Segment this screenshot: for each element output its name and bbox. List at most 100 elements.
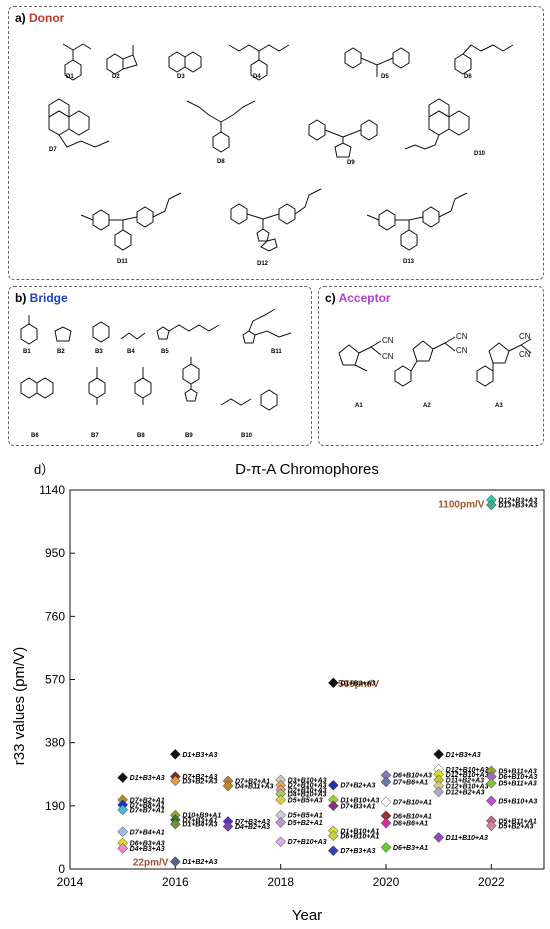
data-point-label: D2+B10+A3 [288,787,327,794]
donor-label: D12 [257,261,269,267]
data-point-label: D7+B10+A1 [393,799,432,806]
data-point-marker [169,748,181,760]
data-point-marker [117,804,129,816]
x-tick-label: 2018 [267,875,294,889]
data-point-label: D1+B2+A3 [182,859,217,866]
data-point-label: D4+B10+A3 [288,791,327,798]
value-annotation: 22pm/V [133,858,169,869]
data-point-marker [275,817,287,828]
acceptor-structures: CN CN CN CN CN CN [338,332,532,387]
data-point-marker [275,836,287,848]
data-point-marker [380,842,392,853]
svg-text:CN: CN [382,336,394,345]
bridge-label: B3 [95,349,103,355]
axes: 2014 2016 2018 2020 2022 0 190 380 570 760 950 1140 [39,483,505,889]
data-point-label: D7+B2+A3 [182,774,217,781]
donor-label: D8 [217,159,225,165]
data-point-label: D13+B3+A3 [498,502,537,509]
data-point-label: D12+B10+A3 [446,767,489,774]
data-point-label: D1+B4+A3 [182,822,217,829]
data-point-label: D11+B10+A3 [446,835,488,842]
data-point-label: D5+B5+A3 [288,797,323,804]
data-point-marker [222,821,234,832]
y-tick-label: 0 [58,862,65,876]
bridge-panel-name: Bridge [29,291,68,305]
data-point-marker [380,776,392,788]
data-point-marker [275,794,287,806]
data-point-marker [433,832,445,843]
bridge-label: B4 [127,349,135,355]
data-point-label: D7+B2+A1 [235,778,270,785]
acceptor-panel: c) Acceptor CN CN CN CN CN CN A1 A2 A3 [318,286,544,446]
data-point-label: D1+B3+A3 [130,775,165,782]
acceptor-panel-title: c) Acceptor [325,291,391,305]
donor-panel-name: Donor [29,11,65,25]
bridge-label: B6 [31,433,39,439]
donor-label: D7 [49,147,57,153]
donor-label: D4 [253,74,261,80]
data-point-label: D5+B5+A1 [288,813,323,820]
data-point-label: D7+B6+A1 [393,779,428,786]
data-point-marker [169,818,181,830]
bridge-label: B7 [91,433,99,439]
acceptor-label: A2 [423,403,431,409]
data-point-label: D1+B3+A3 [340,680,375,687]
donor-label: D3 [177,74,185,80]
data-point-marker [117,843,129,854]
y-tick-label: 380 [45,736,65,750]
donor-label: D9 [347,160,355,166]
data-point-label: D7+B10+A3 [288,839,327,846]
acceptor-panel-name: Acceptor [338,291,391,305]
donor-label: D1 [66,74,74,80]
y-tick-label: 190 [45,799,65,813]
data-point-marker [327,845,339,857]
data-point-label: D7+B3+A1 [340,803,375,810]
data-point-label: D12+B10+A3 [446,783,489,790]
svg-text:CN: CN [456,346,468,355]
r33-scatter-chart: d） D-π-A Chromophores r33 values (pm/V) … [11,461,545,924]
bridge-label: B8 [137,433,145,439]
data-point-marker [327,830,339,842]
data-point-label: D5+B11+A3 [498,781,537,788]
data-point-label: D5+B11+A1 [498,818,537,825]
data-point-marker [222,780,234,792]
donor-label: D2 [112,74,120,80]
data-point-marker [485,777,497,789]
data-point-marker [117,772,129,783]
data-point-marker [169,856,181,868]
data-point-label: D6+B10+A1 [393,813,432,820]
data-point-label: D1+B10+A3 [340,797,379,804]
data-point-label: D1+B3+A3 [182,752,217,759]
x-tick-label: 2016 [162,875,189,889]
data-point-marker [485,820,497,832]
svg-text:CN: CN [382,352,394,361]
data-point-marker [169,775,181,787]
data-point-label: D6+B3+A1 [393,845,428,852]
donor-panel: a) Donor [8,6,544,280]
data-point-label: D6+B10+A1 [340,833,379,840]
x-tick-label: 2014 [57,875,84,889]
data-point-label: D1+B3+A3 [446,752,481,759]
data-point-label: D7+B2+A1 [130,797,165,804]
y-tick-label: 760 [45,609,65,623]
bridge-label: B11 [271,349,282,355]
data-point-marker [327,779,339,791]
donor-label: D6 [464,74,472,80]
data-point-label: D5+B2+A1 [288,820,323,827]
x-axis-label: Year [292,907,322,924]
bridge-label: B1 [23,349,31,355]
data-point-label: D6+B10+A3 [498,774,537,781]
bridge-panel-title: b) Bridge [15,291,68,305]
donor-panel-prefix: a) [15,11,26,25]
chart-panel-label: d） [34,462,54,477]
data-point-label: D7+B3+A1 [182,817,217,824]
donor-structures [48,43,514,252]
bridge-panel: b) Bridge B1 B2 B3 B4 B5 B11 B6 B7 B8 B9… [8,286,312,446]
data-point-label: D1+B10+A1 [340,828,379,835]
data-point-label: D4+B11+A3 [235,783,274,790]
acceptor-panel-prefix: c) [325,291,336,305]
y-tick-label: 570 [45,673,65,687]
data-point-label: D11+B2+A3 [446,777,485,784]
data-point-label: D10+B9+A1 [182,813,221,820]
data-point-label: D6+B3+A3 [130,841,165,848]
